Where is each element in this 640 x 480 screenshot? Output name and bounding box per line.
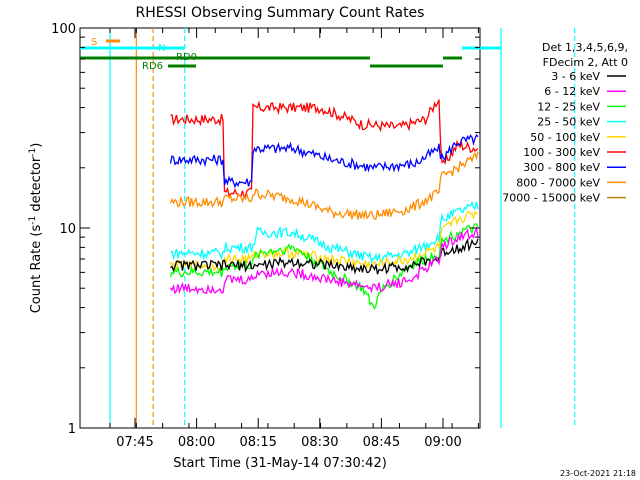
x-tick-label: 08:30	[301, 435, 338, 450]
legend-entry-label: 800 - 7000 keV	[516, 176, 600, 189]
series-line	[169, 225, 479, 295]
footer-timestamp: 23-Oct-2021 21:18	[560, 469, 636, 478]
legend-entry-label: 25 - 50 keV	[537, 116, 600, 129]
legend-entry-label: 100 - 300 keV	[523, 146, 600, 159]
x-tick-label: 08:45	[363, 435, 400, 450]
series-line	[169, 133, 479, 189]
legend-entry-label: 7000 - 15000 keV	[502, 192, 600, 205]
flag-label: RD6	[142, 61, 163, 72]
y-axis-label-mid: detector	[29, 156, 44, 216]
series-line	[170, 238, 479, 275]
y-axis-label-sup1: -1	[28, 216, 38, 225]
y-tick-label: 100	[51, 22, 76, 37]
x-tick-label: 08:15	[239, 435, 276, 450]
plot-area: S N RD6 RD0	[79, 27, 576, 429]
y-axis-label-main: Count Rate (s	[29, 225, 44, 314]
flag-label: RD0	[176, 52, 197, 63]
y-axis-label-sup2: -1	[28, 148, 38, 157]
legend-entry-label: 300 - 800 keV	[523, 161, 600, 174]
legend-entry-label: 50 - 100 keV	[530, 131, 600, 144]
y-tick-label: 1	[68, 422, 76, 437]
series-line	[170, 200, 479, 265]
series-line	[169, 151, 479, 221]
x-axis-label: Start Time (31-May-14 07:30:42)	[173, 456, 387, 471]
legend: Det 1,3,4,5,6,9, FDecim 2, Att 0 3 - 6 k…	[502, 41, 628, 205]
y-axis-label-end: )	[29, 143, 44, 148]
series-line	[169, 210, 479, 272]
x-axis: 07:45 08:00 08:15 08:30 08:45 09:00	[109, 28, 479, 450]
legend-header-line1: Det 1,3,4,5,6,9,	[542, 41, 628, 54]
legend-entry-label: 12 - 25 keV	[537, 100, 600, 113]
x-tick-label: 09:00	[424, 435, 461, 450]
series-line	[170, 99, 479, 199]
flag-label: S	[91, 37, 97, 48]
flag-label: N	[158, 43, 165, 54]
y-axis-label: Count Rate (s-1 detector-1)	[28, 143, 44, 314]
x-tick-label: 07:45	[116, 435, 153, 450]
legend-header-line2: FDecim 2, Att 0	[543, 56, 628, 69]
legend-entry-label: 6 - 12 keV	[544, 85, 600, 98]
y-axis: 1 10 100	[51, 22, 480, 437]
x-tick-label: 08:00	[178, 435, 215, 450]
chart-title: RHESSI Observing Summary Count Rates	[136, 5, 425, 21]
legend-entry-label: 3 - 6 keV	[551, 70, 600, 83]
y-tick-label: 10	[59, 222, 76, 237]
